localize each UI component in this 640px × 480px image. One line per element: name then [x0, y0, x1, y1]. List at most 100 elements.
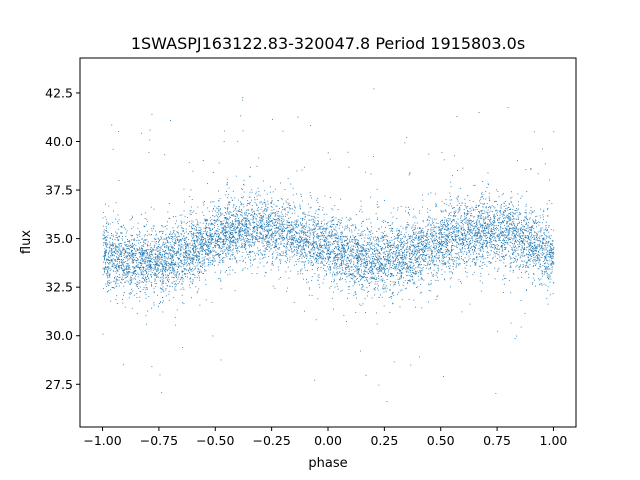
- scatter-point: [126, 265, 128, 267]
- scatter-point: [464, 235, 466, 237]
- scatter-point: [196, 256, 197, 258]
- scatter-point: [485, 207, 487, 209]
- scatter-point: [272, 285, 274, 287]
- scatter-point: [105, 250, 106, 252]
- scatter-point: [115, 237, 117, 238]
- scatter-point: [311, 276, 313, 278]
- scatter-point: [141, 273, 143, 275]
- scatter-point: [179, 241, 180, 243]
- scatter-point: [291, 237, 293, 238]
- scatter-point: [284, 255, 286, 257]
- scatter-point: [503, 283, 505, 285]
- scatter-point: [202, 260, 204, 262]
- scatter-point: [528, 230, 529, 232]
- scatter-point: [141, 248, 143, 249]
- scatter-point: [253, 221, 255, 223]
- scatter-point: [250, 218, 252, 220]
- scatter-point: [492, 231, 494, 233]
- scatter-point: [441, 241, 443, 243]
- scatter-point: [530, 242, 531, 244]
- scatter-point: [340, 259, 342, 260]
- scatter-point: [148, 296, 150, 297]
- scatter-point: [495, 227, 497, 228]
- scatter-point: [432, 275, 434, 277]
- scatter-point: [139, 256, 141, 257]
- scatter-point: [452, 207, 453, 209]
- scatter-point: [313, 263, 314, 265]
- scatter-point: [195, 246, 196, 248]
- scatter-point: [324, 247, 326, 249]
- scatter-point: [455, 223, 457, 225]
- scatter-point: [340, 222, 342, 224]
- scatter-point: [502, 220, 503, 222]
- scatter-point: [387, 257, 389, 259]
- scatter-point: [477, 256, 479, 258]
- scatter-point: [392, 230, 393, 232]
- scatter-point: [429, 259, 430, 261]
- scatter-point: [438, 257, 440, 259]
- scatter-point: [416, 222, 418, 224]
- scatter-point: [481, 235, 482, 237]
- scatter-point: [344, 229, 345, 231]
- scatter-point: [227, 247, 229, 249]
- scatter-point: [172, 227, 174, 229]
- scatter-point: [391, 296, 393, 298]
- scatter-point: [165, 266, 166, 268]
- scatter-point: [258, 221, 260, 223]
- scatter-point: [399, 263, 401, 265]
- scatter-point: [298, 258, 300, 259]
- scatter-point: [223, 130, 225, 132]
- scatter-point: [348, 293, 350, 294]
- scatter-point: [543, 252, 545, 254]
- scatter-point: [233, 256, 235, 258]
- scatter-point: [401, 268, 403, 269]
- scatter-point: [410, 258, 411, 260]
- scatter-point: [137, 286, 138, 288]
- scatter-point: [440, 228, 442, 230]
- scatter-point: [357, 256, 359, 258]
- scatter-point: [415, 260, 417, 261]
- scatter-point: [355, 243, 357, 244]
- scatter-point: [151, 283, 152, 285]
- scatter-point: [528, 248, 530, 250]
- scatter-point: [522, 251, 524, 252]
- scatter-point: [337, 241, 339, 243]
- scatter-point: [112, 234, 114, 236]
- scatter-point: [146, 234, 148, 236]
- scatter-point: [145, 284, 147, 286]
- scatter-point: [296, 231, 298, 233]
- scatter-point: [192, 228, 194, 230]
- scatter-point: [214, 245, 216, 247]
- scatter-point: [231, 236, 233, 238]
- scatter-point: [304, 233, 306, 234]
- scatter-point: [321, 226, 323, 227]
- scatter-point: [529, 247, 531, 249]
- scatter-point: [469, 220, 471, 222]
- scatter-point: [223, 223, 224, 224]
- scatter-point: [500, 246, 502, 248]
- scatter-point: [334, 253, 336, 255]
- scatter-point: [415, 246, 416, 248]
- scatter-point: [304, 244, 306, 246]
- scatter-point: [517, 253, 519, 255]
- scatter-point: [265, 271, 266, 273]
- scatter-point: [438, 268, 440, 270]
- scatter-point: [270, 205, 272, 207]
- scatter-point: [245, 217, 247, 219]
- scatter-point: [384, 257, 386, 259]
- scatter-point: [344, 245, 346, 247]
- scatter-point: [200, 229, 202, 230]
- scatter-point: [226, 184, 228, 186]
- scatter-point: [270, 221, 272, 222]
- scatter-point: [194, 232, 196, 234]
- scatter-point: [474, 251, 476, 253]
- scatter-point: [179, 240, 181, 241]
- scatter-point: [200, 238, 202, 240]
- scatter-point: [123, 248, 124, 250]
- scatter-point: [149, 252, 150, 254]
- scatter-point: [422, 227, 424, 229]
- scatter-point: [381, 258, 382, 260]
- scatter-point: [491, 235, 493, 236]
- scatter-point: [122, 299, 123, 300]
- scatter-point: [148, 269, 150, 270]
